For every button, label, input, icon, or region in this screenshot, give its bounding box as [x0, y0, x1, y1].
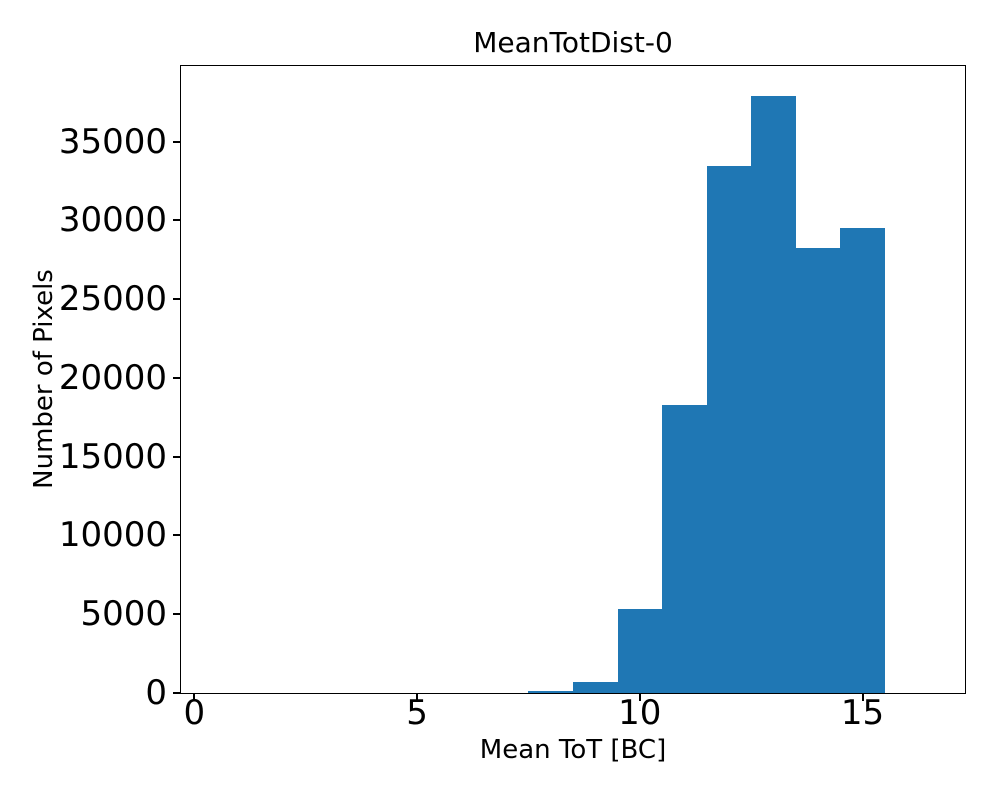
y-tick-label: 30000 — [58, 200, 167, 241]
y-tick-mark — [173, 455, 181, 458]
y-tick-mark — [173, 534, 181, 537]
y-tick-mark — [173, 219, 181, 222]
x-tick-mark — [861, 693, 864, 701]
x-axis-label: Mean ToT [BC] — [479, 735, 667, 765]
chart-title: MeanTotDist-0 — [473, 26, 673, 59]
x-tick-label: 0 — [183, 693, 206, 733]
y-tick-mark — [173, 376, 181, 379]
histogram-bar — [751, 96, 796, 693]
histogram-bar — [662, 405, 707, 693]
y-tick-label: 0 — [145, 673, 167, 713]
y-tick-mark — [173, 692, 181, 694]
histogram-bar — [795, 248, 841, 693]
histogram-bar — [617, 608, 663, 693]
y-tick-label: 25000 — [58, 279, 167, 320]
y-tick-mark — [173, 140, 181, 143]
histogram-bar — [706, 165, 752, 693]
y-tick-mark — [173, 613, 181, 616]
y-tick-label: 15000 — [58, 436, 167, 477]
x-tick-mark — [416, 693, 419, 701]
y-tick-label: 10000 — [58, 515, 167, 556]
plot-area — [180, 65, 966, 694]
histogram-bar — [840, 227, 885, 693]
x-tick-label: 10 — [618, 693, 662, 733]
x-tick-label: 15 — [840, 693, 885, 733]
x-tick-mark — [638, 693, 641, 701]
histogram-bar — [528, 691, 573, 693]
y-tick-label: 20000 — [58, 357, 167, 398]
y-tick-mark — [173, 298, 181, 301]
y-tick-label: 5000 — [80, 594, 167, 635]
x-tick-label: 5 — [406, 693, 428, 733]
y-tick-label: 35000 — [58, 121, 167, 162]
x-tick-mark — [193, 693, 196, 701]
histogram-bar — [573, 682, 618, 693]
